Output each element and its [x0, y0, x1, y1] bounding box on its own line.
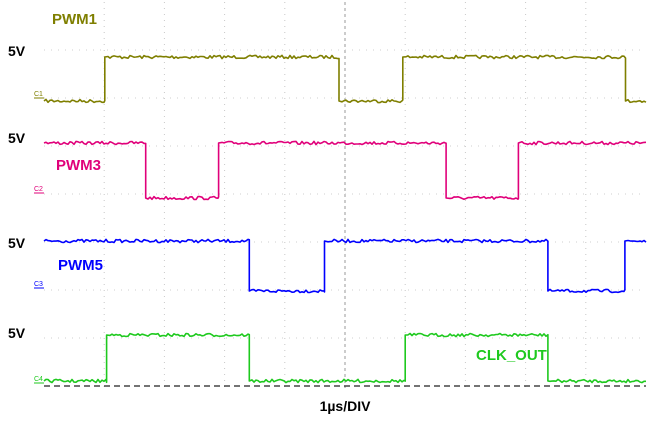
channel-marker: C3 — [34, 281, 43, 288]
level-label: 5V — [8, 130, 26, 146]
series-label-clk_out: CLK_OUT — [476, 347, 547, 364]
x-axis-label: 1µs/DIV — [320, 398, 372, 414]
waveform-pwm5 — [43, 238, 647, 294]
level-label: 5V — [8, 43, 26, 59]
channel-marker: C2 — [34, 186, 43, 193]
waveform-clk_out — [43, 332, 646, 384]
grid — [44, 2, 646, 388]
series-label-pwm3: PWM3 — [56, 157, 101, 174]
channel-marker: C4 — [34, 376, 43, 383]
level-label: 5V — [8, 325, 26, 341]
series-label-pwm5: PWM5 — [58, 257, 103, 274]
series-label-pwm1: PWM1 — [52, 11, 97, 28]
waveform-pwm1 — [43, 54, 647, 104]
channel-marker: C1 — [34, 91, 43, 98]
level-label: 5V — [8, 235, 26, 251]
waveform-pwm3 — [43, 140, 647, 201]
